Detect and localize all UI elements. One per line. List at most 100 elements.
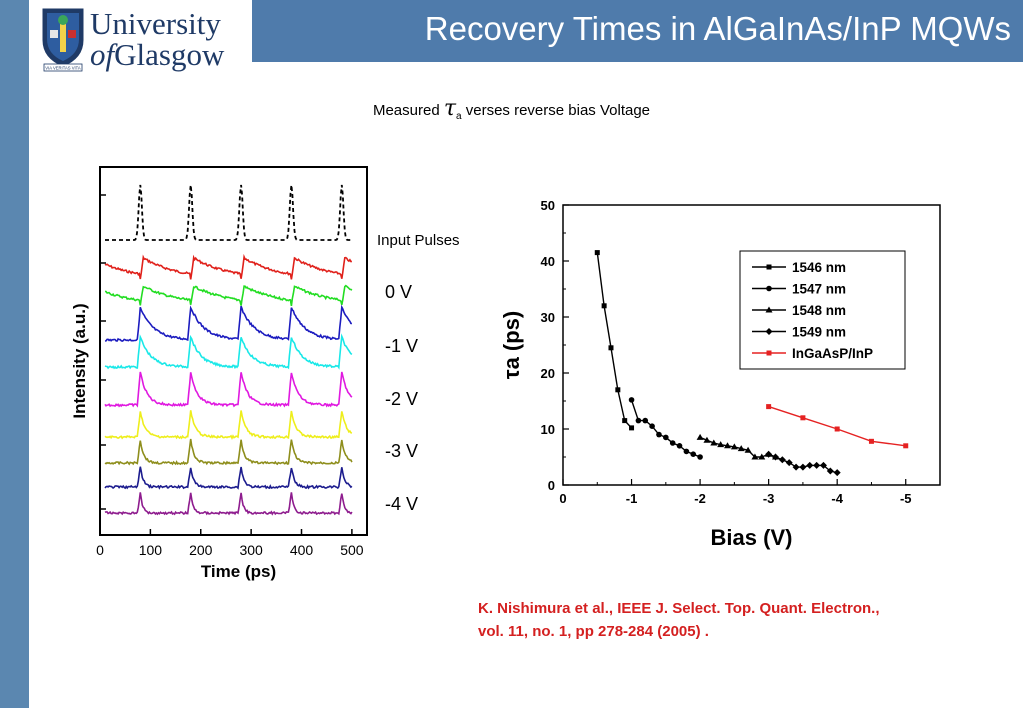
legend-label: 1547 nm <box>792 282 846 297</box>
data-point <box>697 454 703 460</box>
trace-line <box>105 184 352 241</box>
x-tick-label: -1 <box>626 491 638 506</box>
subtitle-prefix: Measured <box>372 102 444 119</box>
series-line <box>768 405 906 447</box>
data-point <box>601 303 607 309</box>
trace-line <box>104 371 353 408</box>
x-tick-label: -2 <box>694 491 706 506</box>
data-point <box>799 463 807 471</box>
series-line <box>699 436 776 458</box>
data-point <box>800 415 806 421</box>
y-tick-label: 40 <box>541 254 555 269</box>
data-point <box>717 441 725 448</box>
x-tick-label: -4 <box>831 491 843 506</box>
data-point <box>785 459 793 467</box>
data-point <box>778 456 786 464</box>
x-tick-label: 200 <box>189 542 213 558</box>
x-tick-label: 100 <box>139 542 163 558</box>
logo-word-glasgow-text: Glasgow <box>114 37 225 72</box>
x-axis-label: Time (ps) <box>201 562 276 581</box>
y-axis-label: τa (ps) <box>499 311 524 380</box>
slide-subtitle: Measured τa verses reverse bias Voltage <box>0 96 1023 122</box>
data-point <box>608 345 614 351</box>
legend-label: 1548 nm <box>792 303 846 318</box>
data-point <box>819 461 827 469</box>
data-point <box>696 433 704 440</box>
data-point <box>663 434 669 441</box>
series-label: -2 V <box>385 389 418 409</box>
university-logo: VIA VERITAS VITA University ofGlasgow <box>40 6 245 72</box>
data-point <box>635 417 642 424</box>
logo-word-glasgow: ofGlasgow <box>90 37 224 73</box>
trace-line <box>104 410 353 440</box>
data-point <box>751 453 759 460</box>
title-bar: Recovery Times in AlGaInAs/InP MQWs <box>252 0 1023 62</box>
data-point <box>710 439 718 446</box>
y-tick-label: 10 <box>541 422 555 437</box>
data-point <box>629 425 635 431</box>
series-label: -1 V <box>385 336 418 356</box>
data-point <box>758 453 766 460</box>
x-axis-label: Bias (V) <box>711 525 793 550</box>
data-point <box>806 461 814 469</box>
y-tick-label: 30 <box>541 310 555 325</box>
data-point <box>744 446 752 453</box>
x-tick-label: -5 <box>900 491 912 506</box>
x-tick-label: 0 <box>96 542 104 558</box>
data-point <box>628 397 635 403</box>
y-tick-label: 20 <box>541 366 555 381</box>
data-point <box>683 448 690 455</box>
series-label: 0 V <box>385 282 412 302</box>
tau-subscript: a <box>456 111 462 122</box>
x-tick-label: -3 <box>763 491 775 506</box>
data-point <box>724 442 732 449</box>
x-tick-label: 0 <box>559 491 566 506</box>
data-point <box>903 443 909 449</box>
data-point <box>765 306 773 313</box>
data-point <box>765 328 773 335</box>
data-point <box>833 469 841 477</box>
data-point <box>676 443 683 449</box>
data-point <box>771 453 779 461</box>
y-tick-label: 50 <box>541 198 555 213</box>
subtitle-suffix: verses reverse bias Voltage <box>461 102 651 119</box>
series-label: -3 V <box>385 441 418 461</box>
citation: K. Nishimura et al., IEEE J. Select. Top… <box>478 597 879 643</box>
logo-motto: VIA VERITAS VITA <box>45 66 81 71</box>
data-point <box>669 440 676 446</box>
data-point <box>594 250 600 256</box>
data-point <box>656 431 662 438</box>
legend-label: InGaAsP/InP <box>792 346 873 361</box>
intensity-time-chart: 0 100 200 300 400 500 Time (ps) Intensity (a.u.… <box>70 166 460 581</box>
trace-line <box>104 304 353 342</box>
plot-frame <box>99 166 368 536</box>
x-tick-label: 400 <box>290 542 314 558</box>
series-group <box>594 250 635 431</box>
data-point <box>649 423 655 429</box>
series-group <box>628 397 703 460</box>
data-point <box>766 285 772 292</box>
y-tick-label: 0 <box>548 478 555 493</box>
legend-label: 1549 nm <box>792 325 846 340</box>
data-point <box>868 438 874 444</box>
logo-word-university: University <box>90 6 221 41</box>
series-label: -4 V <box>385 494 418 514</box>
data-point <box>737 445 745 452</box>
data-point <box>826 467 834 475</box>
citation-line2: vol. 11, no. 1, pp 278-284 (2005) . <box>478 623 709 640</box>
data-point <box>690 451 697 458</box>
x-tick-label: 300 <box>239 542 263 558</box>
slide-title: Recovery Times in AlGaInAs/InP MQWs <box>424 10 1011 47</box>
data-point <box>766 264 772 270</box>
tau-symbol: τ <box>443 96 457 121</box>
legend-label: 1546 nm <box>792 260 846 275</box>
data-point <box>615 387 621 393</box>
data-point <box>703 436 711 443</box>
series-group <box>766 404 909 449</box>
y-axis-label: Intensity (a.u.) <box>70 303 89 418</box>
data-point <box>765 450 773 458</box>
citation-line1: K. Nishimura et al., IEEE J. Select. Top… <box>478 600 880 617</box>
data-point <box>730 443 738 450</box>
trace-line <box>104 253 352 280</box>
x-tick-label: 500 <box>340 542 364 558</box>
